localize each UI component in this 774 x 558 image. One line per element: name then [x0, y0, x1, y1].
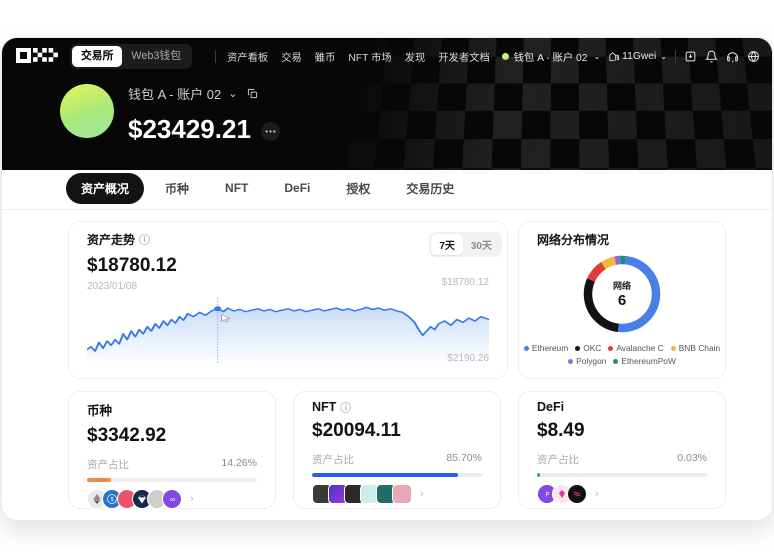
svg-text:P: P [545, 492, 549, 498]
svg-text:$: $ [110, 497, 113, 503]
svg-text:∞: ∞ [169, 496, 174, 503]
